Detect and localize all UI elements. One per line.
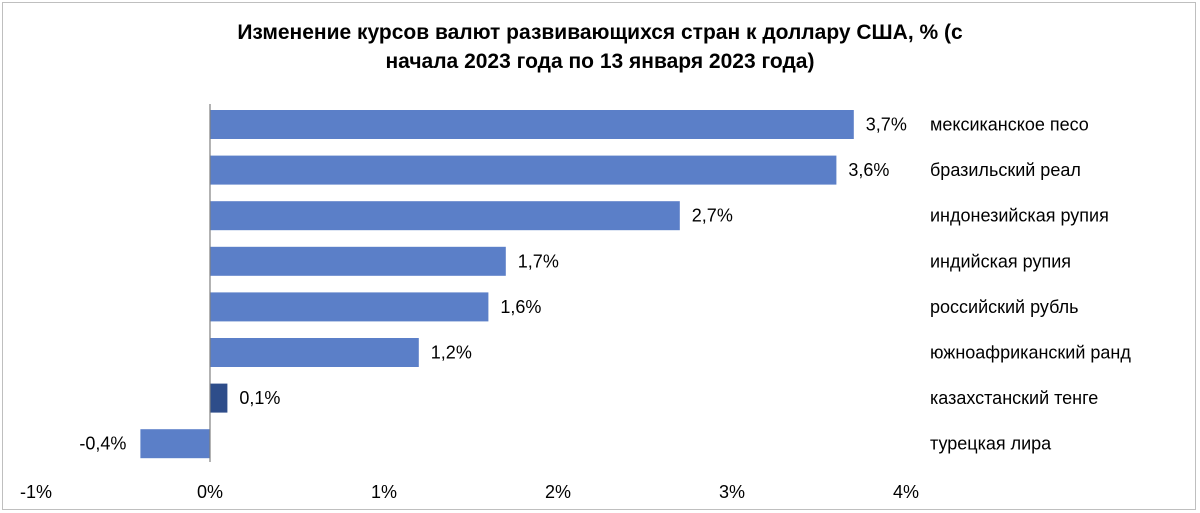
chart-title-line-1: Изменение курсов валют развивающихся стр… bbox=[237, 21, 963, 44]
category-label: индонезийская рупия bbox=[930, 206, 1109, 226]
bar bbox=[210, 246, 506, 276]
category-label: бразильский реал bbox=[930, 160, 1081, 180]
x-tick-label: 1% bbox=[371, 482, 397, 502]
bar bbox=[210, 383, 228, 413]
x-tick-label: 0% bbox=[197, 482, 223, 502]
category-label: южноафриканский ранд bbox=[930, 343, 1131, 363]
x-tick-label: 4% bbox=[893, 482, 919, 502]
category-label: казахстанский тенге bbox=[930, 388, 1098, 408]
bar bbox=[210, 338, 419, 367]
data-label: 1,7% bbox=[518, 251, 559, 271]
x-tick-label: 2% bbox=[545, 482, 571, 502]
bar bbox=[140, 429, 210, 459]
data-label: 2,7% bbox=[692, 206, 733, 226]
x-tick-label: -1% bbox=[20, 482, 52, 502]
bar bbox=[210, 110, 854, 139]
data-label: 1,2% bbox=[431, 343, 472, 363]
category-label: индийская рупия bbox=[930, 251, 1071, 271]
category-label: мексиканское песо bbox=[930, 115, 1089, 135]
data-label: 1,6% bbox=[500, 297, 541, 317]
bar bbox=[210, 201, 680, 231]
data-label: -0,4% bbox=[79, 434, 126, 454]
bar bbox=[210, 155, 837, 185]
chart-title-line-2: начала 2023 года по 13 января 2023 года) bbox=[385, 50, 815, 73]
chart-title: Изменение курсов валют развивающихся стр… bbox=[0, 18, 1200, 76]
bar bbox=[210, 292, 489, 322]
category-label: российский рубль bbox=[930, 297, 1079, 317]
data-label: 0,1% bbox=[239, 388, 280, 408]
x-tick-label: 3% bbox=[719, 482, 745, 502]
data-label: 3,6% bbox=[848, 160, 889, 180]
category-label: турецкая лира bbox=[930, 434, 1052, 454]
data-label: 3,7% bbox=[866, 115, 907, 135]
